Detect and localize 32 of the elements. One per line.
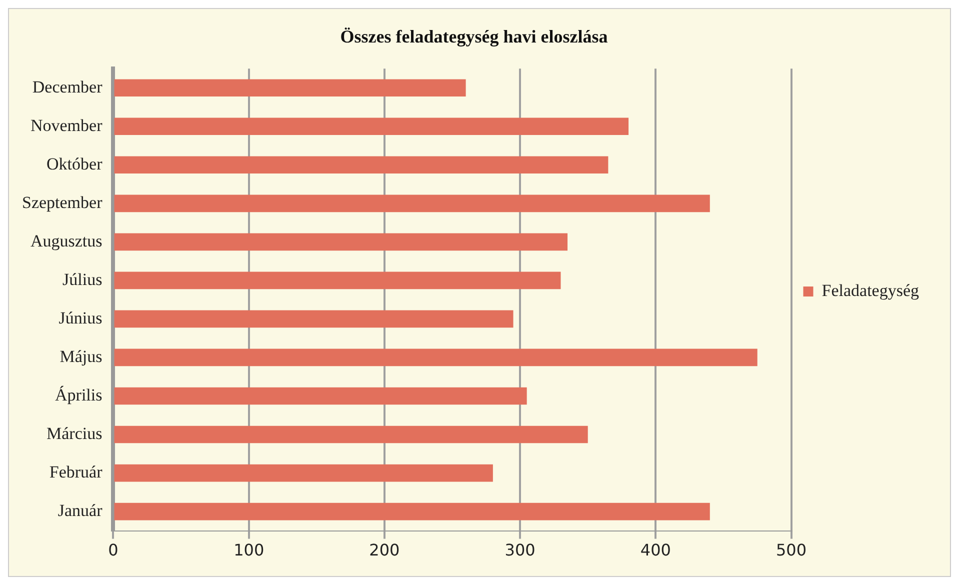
bar <box>114 118 629 136</box>
x-tick-label: 300 <box>504 540 536 560</box>
bar <box>114 502 710 520</box>
x-tick-label: 200 <box>369 540 400 560</box>
x-tick-label: 0 <box>108 540 118 560</box>
y-tick-label: Február <box>49 462 103 482</box>
x-tick-label: 500 <box>776 540 807 560</box>
y-tick-label: Július <box>62 270 102 289</box>
chart-title: Összes feladategység havi eloszlása <box>340 26 608 46</box>
x-tick-label: 400 <box>640 540 671 560</box>
bar <box>114 426 588 444</box>
y-tick-label: Szeptember <box>22 192 103 212</box>
bar <box>114 156 608 174</box>
bar <box>114 194 710 212</box>
bar <box>114 348 758 366</box>
legend-label: Feladategység <box>822 280 920 300</box>
bar <box>114 310 514 328</box>
bar <box>114 233 568 251</box>
bar <box>114 79 466 97</box>
y-tick-label: November <box>30 116 103 135</box>
y-tick-label: Április <box>55 385 102 404</box>
x-tick-label: 100 <box>234 540 264 560</box>
y-tick-label: Március <box>46 424 102 443</box>
y-tick-label: Október <box>46 154 103 174</box>
bar <box>114 272 561 290</box>
bar <box>114 387 527 405</box>
y-tick-label: Augusztus <box>30 231 102 250</box>
y-tick-label: December <box>32 77 103 96</box>
y-tick-label: Május <box>60 346 102 366</box>
y-tick-label: Június <box>58 308 102 328</box>
y-tick-label: Január <box>58 501 103 520</box>
bar <box>114 464 493 482</box>
